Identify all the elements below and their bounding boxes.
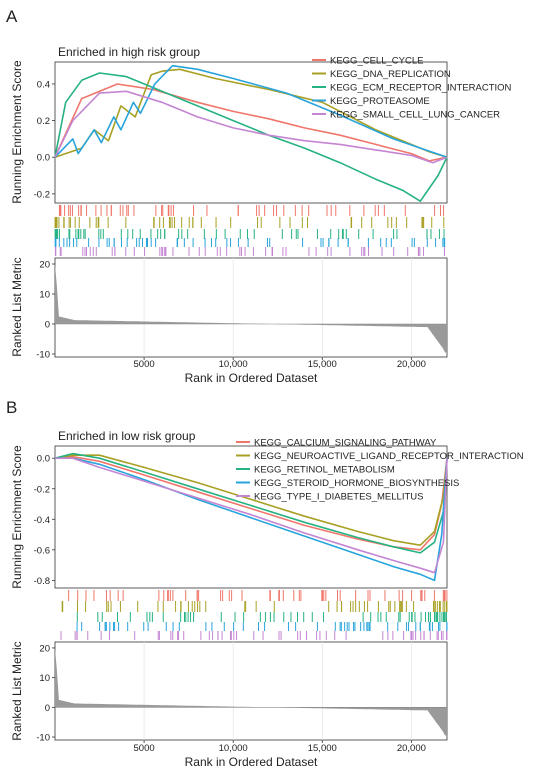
legend-label-5: KEGG_TYPE_I_DIABETES_MELLITUS <box>254 492 423 503</box>
series-line-3 <box>54 72 448 202</box>
x-tick-label: 10,000 <box>219 359 248 370</box>
metric-y-tick-label: -10 <box>36 350 50 361</box>
metric-y-tick-label: 10 <box>39 673 50 684</box>
series-line-3 <box>54 452 448 554</box>
legend-label-4: KEGG_PROTEASOME <box>330 96 430 107</box>
ranked-metric-area <box>55 264 447 353</box>
metric-y-tick-label: 10 <box>39 290 50 301</box>
legend-label-2: KEGG_NEUROACTIVE_LIGAND_RECEPTOR_INTERAC… <box>254 451 524 462</box>
series-line-5 <box>54 90 448 164</box>
series-line-1 <box>54 83 448 162</box>
x-tick-label: 15,000 <box>308 743 337 754</box>
panel-a: A Enriched in high risk group 0.4 0.2 0.0 -0.… <box>6 7 512 385</box>
legend-label-3: KEGG_RETINOL_METABOLISM <box>254 465 395 476</box>
series-line-1 <box>54 455 448 551</box>
metric-y-tick-label: 0 <box>45 320 50 331</box>
metric-y-tick-label: 0 <box>45 703 50 714</box>
es-y-tick-label: 0.4 <box>37 79 50 90</box>
x-tick-label: 15,000 <box>308 359 337 370</box>
metric-y-tick-label: 20 <box>39 643 50 654</box>
x-tick-label: 10,000 <box>219 743 248 754</box>
group-title: Enriched in high risk group <box>58 45 200 59</box>
legend-label-5: KEGG_SMALL_CELL_LUNG_CANCER <box>330 110 500 121</box>
series-line-2 <box>54 454 448 547</box>
series-line-5 <box>55 457 448 574</box>
x-tick-label: 20,000 <box>397 743 426 754</box>
metric-panel-frame <box>54 641 448 741</box>
metric-y-tick-label: 20 <box>39 260 50 271</box>
legend-label-3: KEGG_ECM_RECEPTOR_INTERACTION <box>330 83 512 94</box>
es-y-tick-label: -0.6 <box>34 545 50 556</box>
es-panel-frame <box>54 445 448 589</box>
x-axis-label: Rank in Ordered Dataset <box>185 371 318 385</box>
metric-panel-frame <box>54 257 448 358</box>
x-axis-label: Rank in Ordered Dataset <box>185 755 318 769</box>
x-tick-label: 20,000 <box>397 359 426 370</box>
legend-label-1: KEGG_CELL_CYCLE <box>330 56 423 67</box>
es-y-axis-label: Running Enrichment Score <box>10 60 24 204</box>
metric-y-tick-label: -10 <box>36 733 50 744</box>
es-y-tick-label: 0.0 <box>37 454 50 465</box>
es-y-axis-label: Running Enrichment Score <box>10 445 24 589</box>
es-panel-frame <box>54 61 448 204</box>
panel-letter: B <box>6 398 17 417</box>
legend-label-1: KEGG_CALCIUM_SIGNALING_PATHWAY <box>254 438 437 449</box>
legend-label-2: KEGG_DNA_REPLICATION <box>330 69 451 80</box>
metric-y-axis-label: Ranked List Metric <box>10 257 24 356</box>
legend-label-4: KEGG_STEROID_HORMONE_BIOSYNTHESIS <box>254 478 459 489</box>
group-title: Enriched in low risk group <box>58 429 196 443</box>
es-y-tick-label: -0.2 <box>34 189 50 200</box>
es-y-tick-label: 0.0 <box>37 153 50 164</box>
x-tick-label: 5000 <box>134 359 155 370</box>
es-y-tick-label: 0.2 <box>37 116 50 127</box>
es-y-tick-label: -0.8 <box>34 576 50 587</box>
es-y-tick-label: -0.2 <box>34 484 50 495</box>
metric-y-axis-label: Ranked List Metric <box>10 641 24 740</box>
series-line-4 <box>55 457 448 582</box>
ranked-metric-area <box>55 647 447 736</box>
panel-b: B Enriched in low risk group 0.0 -0.2 -0.4 -0… <box>6 398 524 769</box>
series-line-2 <box>54 68 448 158</box>
x-tick-label: 5000 <box>134 743 155 754</box>
es-y-tick-label: -0.4 <box>34 515 50 526</box>
hits-panel <box>55 205 447 256</box>
panel-letter: A <box>6 7 18 26</box>
